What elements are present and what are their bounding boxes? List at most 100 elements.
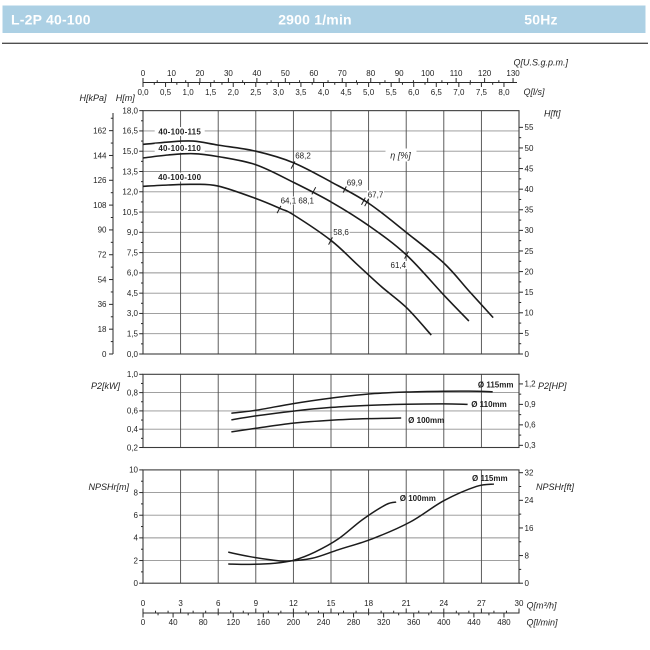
svg-text:1,2: 1,2: [525, 380, 537, 389]
svg-text:50: 50: [281, 69, 290, 78]
svg-text:13,5: 13,5: [122, 167, 138, 176]
svg-text:4,5: 4,5: [127, 289, 139, 298]
svg-text:3,5: 3,5: [295, 88, 307, 97]
svg-text:50Hz: 50Hz: [524, 12, 557, 28]
svg-text:18: 18: [98, 325, 107, 334]
svg-text:55: 55: [525, 123, 534, 132]
svg-text:3,0: 3,0: [273, 88, 285, 97]
svg-text:360: 360: [407, 618, 421, 627]
svg-text:H[kPa]: H[kPa]: [79, 93, 107, 103]
svg-text:H[m]: H[m]: [116, 93, 135, 103]
svg-text:P2[kW]: P2[kW]: [91, 381, 121, 391]
svg-text:L-2P 40-100: L-2P 40-100: [11, 12, 91, 28]
svg-text:4,5: 4,5: [340, 88, 352, 97]
svg-text:54: 54: [98, 275, 107, 284]
svg-text:0: 0: [525, 350, 530, 359]
svg-text:40: 40: [525, 185, 534, 194]
svg-text:2,5: 2,5: [250, 88, 262, 97]
svg-text:72: 72: [98, 251, 107, 260]
svg-text:120: 120: [478, 69, 492, 78]
svg-text:1,5: 1,5: [127, 330, 139, 339]
svg-text:40-100-110: 40-100-110: [158, 144, 201, 153]
svg-text:12: 12: [289, 599, 298, 608]
svg-text:0: 0: [525, 579, 530, 588]
svg-text:0: 0: [141, 69, 146, 78]
svg-text:2900 1/min: 2900 1/min: [278, 12, 352, 28]
svg-text:15: 15: [525, 288, 534, 297]
svg-text:0,8: 0,8: [127, 388, 139, 397]
svg-text:6: 6: [216, 599, 221, 608]
svg-text:7,5: 7,5: [476, 88, 488, 97]
svg-text:0: 0: [102, 350, 107, 359]
svg-text:58,6: 58,6: [333, 228, 349, 237]
svg-text:Q[U.S.g.p.m.]: Q[U.S.g.p.m.]: [513, 57, 568, 67]
svg-text:24: 24: [439, 599, 448, 608]
svg-text:18,0: 18,0: [122, 106, 138, 115]
svg-text:16: 16: [525, 524, 534, 533]
svg-text:400: 400: [437, 618, 451, 627]
svg-text:70: 70: [338, 69, 347, 78]
svg-text:8,0: 8,0: [498, 88, 510, 97]
svg-text:0: 0: [134, 579, 139, 588]
svg-text:25: 25: [525, 247, 534, 256]
svg-text:120: 120: [227, 618, 241, 627]
svg-text:10: 10: [525, 309, 534, 318]
svg-text:0,5: 0,5: [160, 88, 172, 97]
svg-text:2: 2: [134, 556, 139, 565]
svg-text:320: 320: [377, 618, 391, 627]
svg-text:440: 440: [467, 618, 481, 627]
svg-text:130: 130: [506, 69, 520, 78]
svg-text:8: 8: [134, 488, 139, 497]
svg-text:0: 0: [141, 618, 146, 627]
svg-text:6,0: 6,0: [408, 88, 420, 97]
svg-text:10: 10: [167, 69, 176, 78]
svg-text:16,5: 16,5: [122, 127, 138, 136]
svg-text:60: 60: [309, 69, 318, 78]
svg-text:32: 32: [525, 468, 534, 477]
svg-text:9,0: 9,0: [127, 228, 139, 237]
svg-text:68,2: 68,2: [295, 151, 311, 160]
svg-text:30: 30: [224, 69, 233, 78]
svg-text:H[ft]: H[ft]: [544, 109, 561, 119]
svg-text:15,0: 15,0: [122, 147, 138, 156]
svg-text:0,0: 0,0: [137, 88, 149, 97]
svg-text:P2[HP]: P2[HP]: [538, 381, 567, 391]
svg-text:NPSHr[ft]: NPSHr[ft]: [536, 482, 575, 492]
svg-text:8: 8: [525, 551, 530, 560]
svg-text:108: 108: [93, 201, 107, 210]
svg-text:80: 80: [366, 69, 375, 78]
svg-text:0,3: 0,3: [525, 441, 537, 450]
svg-text:20: 20: [195, 69, 204, 78]
svg-text:144: 144: [93, 151, 107, 160]
svg-text:27: 27: [477, 599, 486, 608]
svg-text:7,5: 7,5: [127, 248, 139, 257]
svg-text:1,0: 1,0: [183, 88, 195, 97]
svg-text:1,5: 1,5: [205, 88, 217, 97]
svg-text:9: 9: [254, 599, 259, 608]
svg-text:90: 90: [395, 69, 404, 78]
svg-text:50: 50: [525, 144, 534, 153]
svg-text:Ø 100mm: Ø 100mm: [400, 494, 436, 503]
svg-text:0,6: 0,6: [525, 421, 537, 430]
svg-text:0,2: 0,2: [127, 443, 139, 452]
svg-text:7,0: 7,0: [453, 88, 465, 97]
svg-text:21: 21: [402, 599, 411, 608]
svg-text:64,1 68,1: 64,1 68,1: [281, 196, 315, 205]
svg-text:5: 5: [525, 329, 530, 338]
svg-text:6: 6: [134, 511, 139, 520]
svg-text:0,4: 0,4: [127, 425, 139, 434]
svg-text:Q[l/min]: Q[l/min]: [527, 617, 559, 627]
svg-text:5,5: 5,5: [386, 88, 398, 97]
svg-text:40: 40: [169, 618, 178, 627]
svg-text:200: 200: [287, 618, 301, 627]
svg-text:40: 40: [252, 69, 261, 78]
svg-text:35: 35: [525, 206, 534, 215]
svg-text:η [%]: η [%]: [390, 150, 411, 160]
svg-text:0,9: 0,9: [525, 400, 537, 409]
svg-text:30: 30: [515, 599, 524, 608]
svg-text:280: 280: [347, 618, 361, 627]
svg-text:5,0: 5,0: [363, 88, 375, 97]
svg-text:80: 80: [199, 618, 208, 627]
svg-text:40-100-100: 40-100-100: [158, 173, 201, 182]
svg-text:0,6: 0,6: [127, 407, 139, 416]
